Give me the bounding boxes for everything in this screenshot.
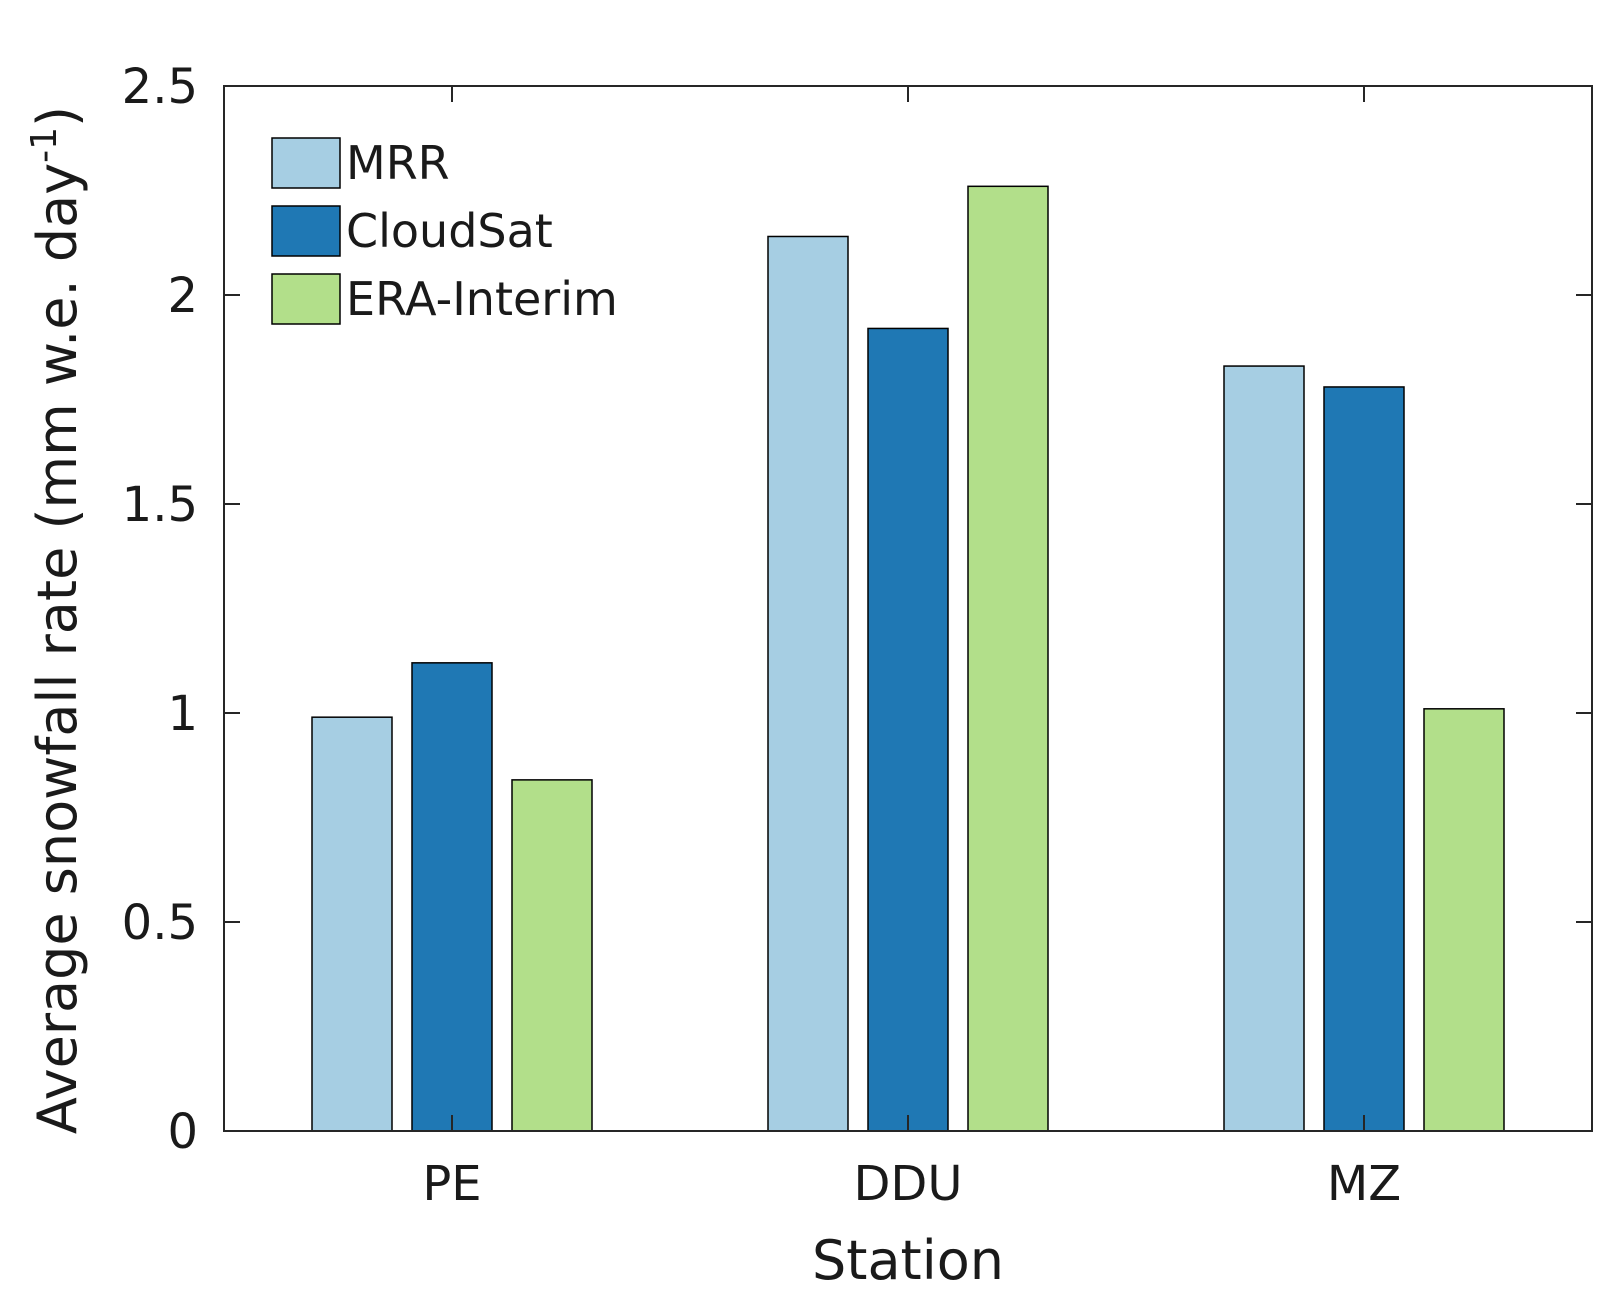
legend-label-era-interim: ERA-Interim: [346, 272, 618, 326]
bar-cloudsat-mz: [1323, 386, 1405, 1132]
y-axis-title: Average snowfall rate (mm w.e. day-1): [24, 106, 89, 1134]
y-axis-title-main: Average snowfall rate (mm w.e. day: [26, 163, 89, 1134]
bar-mrr-mz: [1223, 365, 1305, 1132]
x-tick-label: MZ: [1327, 1156, 1401, 1212]
bar-mrr-ddu: [767, 235, 849, 1132]
legend-swatch-era-interim: [271, 273, 341, 325]
x-axis-title: Station: [812, 1229, 1004, 1292]
y-tick-label: 0.5: [122, 895, 198, 951]
y-tick-label: 0: [167, 1104, 198, 1160]
bar-era-interim-pe: [511, 779, 593, 1132]
bar-era-interim-ddu: [967, 185, 1049, 1132]
bar-era-interim-mz: [1423, 708, 1505, 1132]
y-axis-title-close: ): [26, 106, 89, 127]
legend-label-cloudsat: CloudSat: [346, 204, 553, 258]
x-tick-labels: PE DDU MZ: [422, 1156, 1401, 1212]
y-tick-label: 2: [167, 268, 198, 324]
bar-mrr-pe: [311, 716, 393, 1132]
y-axis-title-superscript: -1: [24, 127, 65, 163]
bars-layer: [311, 185, 1505, 1132]
y-tick-labels: 0 0.5 1 1.5 2 2.5: [122, 59, 198, 1160]
y-tick-label: 2.5: [122, 59, 198, 115]
legend: MRR CloudSat ERA-Interim: [271, 136, 618, 326]
y-tick-label: 1: [167, 686, 198, 742]
tick-layer: [224, 85, 1592, 1132]
legend-label-mrr: MRR: [346, 136, 450, 190]
legend-swatch-cloudsat: [271, 205, 341, 257]
x-tick-label: PE: [422, 1156, 481, 1212]
y-tick-label: 1.5: [122, 477, 198, 533]
bar-cloudsat-ddu: [867, 327, 949, 1132]
x-tick-label: DDU: [853, 1156, 962, 1212]
bar-cloudsat-pe: [411, 662, 493, 1132]
legend-swatch-mrr: [271, 137, 341, 189]
